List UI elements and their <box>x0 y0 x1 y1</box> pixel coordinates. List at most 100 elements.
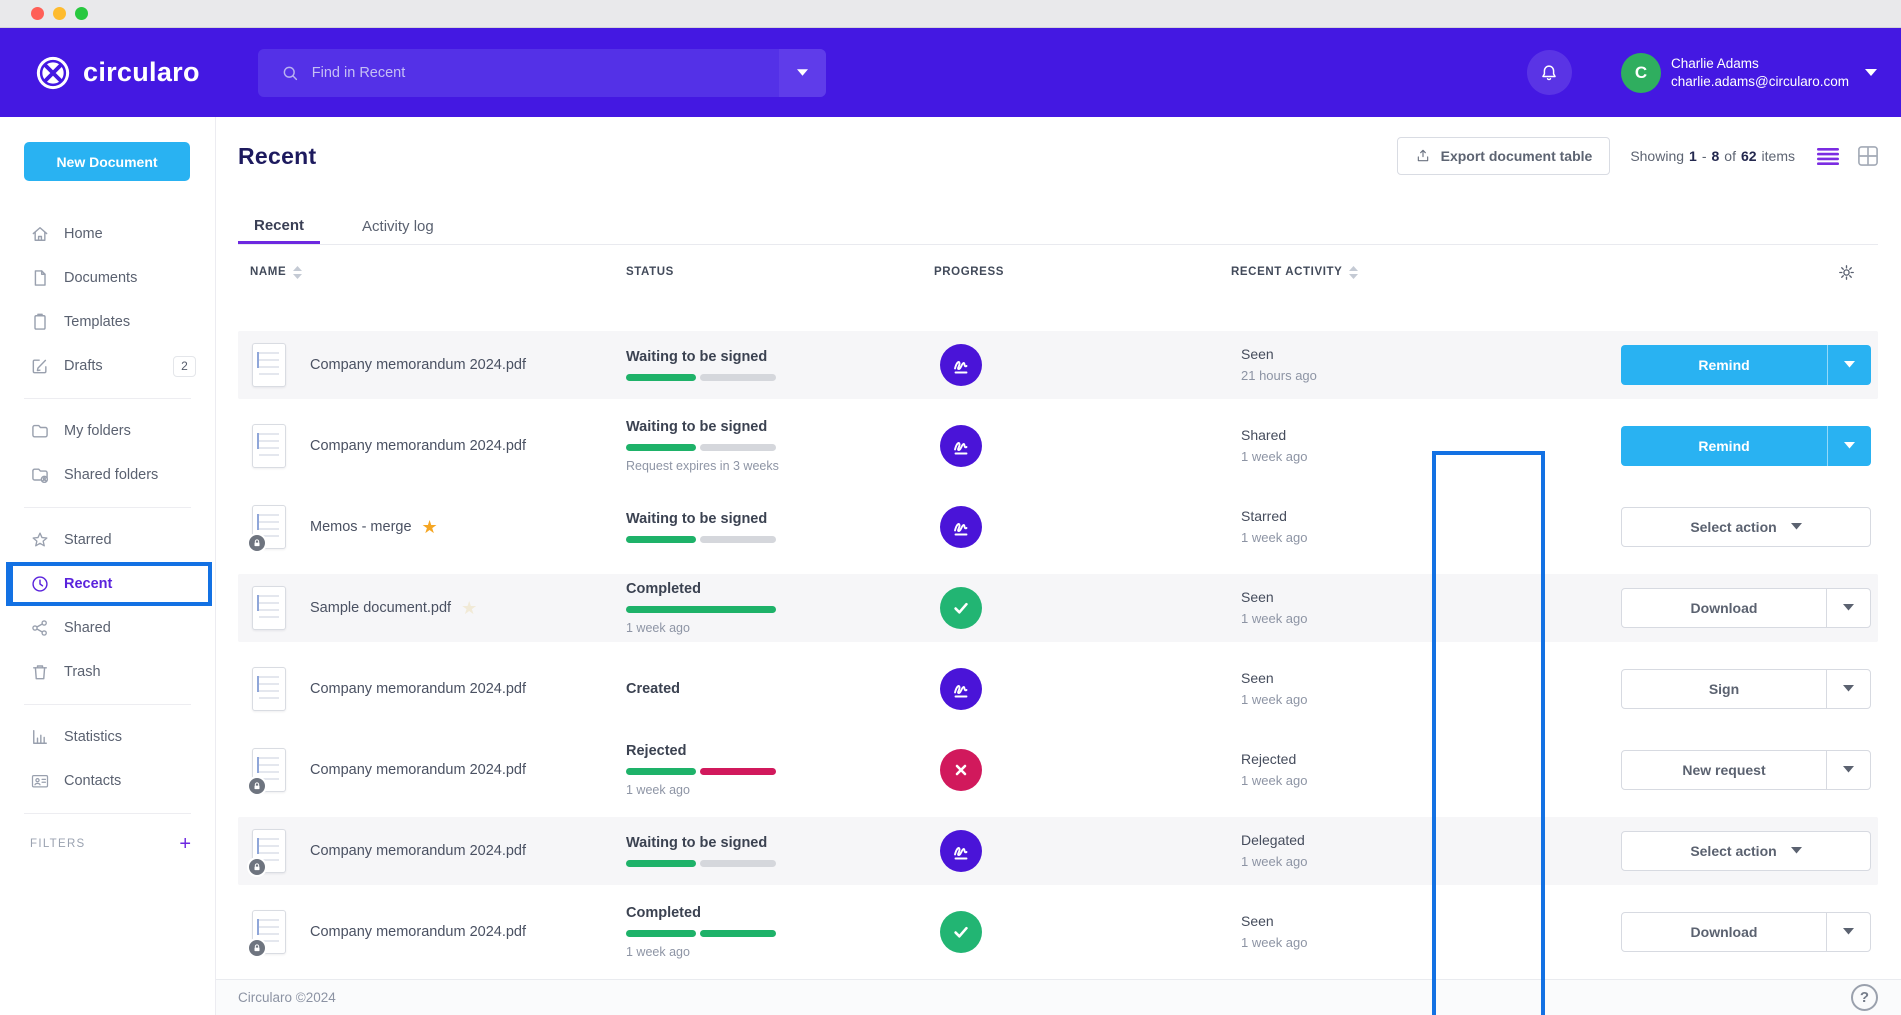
document-name-cell[interactable]: Memos - merge ★ <box>238 504 626 553</box>
sidebar-divider <box>24 398 191 399</box>
document-name[interactable]: Company memorandum 2024.pdf <box>310 437 527 454</box>
shared-folder-icon <box>30 465 50 485</box>
table-row[interactable]: Company memorandum 2024.pdf Created Seen… <box>238 654 1878 723</box>
table-settings-gear-icon[interactable] <box>1837 263 1856 282</box>
brand[interactable]: circularo <box>34 54 200 92</box>
table-row[interactable]: Sample document.pdf ★ Completed 1 week ago… <box>238 573 1878 642</box>
document-name-cell[interactable]: Sample document.pdf ★ <box>238 585 626 630</box>
recent-activity-cell: Seen 1 week ago <box>1231 913 1621 950</box>
star-icon[interactable]: ★ <box>461 597 478 618</box>
minimize-window-button[interactable] <box>53 7 66 20</box>
search-input[interactable] <box>311 64 779 81</box>
document-name-cell[interactable]: Company memorandum 2024.pdf <box>238 666 626 711</box>
document-name-cell[interactable]: Company memorandum 2024.pdf <box>238 828 626 877</box>
action-dropdown-caret[interactable] <box>1827 344 1871 385</box>
sidebar-item-my-folders[interactable]: My folders <box>0 409 215 453</box>
action-dropdown-caret[interactable] <box>1826 750 1870 789</box>
column-header-status[interactable]: STATUS <box>626 266 674 279</box>
sidebar-item-documents[interactable]: Documents <box>0 256 215 300</box>
tab-activity-log[interactable]: Activity log <box>362 218 434 236</box>
search-bar[interactable] <box>257 48 826 97</box>
table-row[interactable]: Company memorandum 2024.pdf Completed 1 w… <box>238 897 1878 966</box>
document-name-cell[interactable]: Company memorandum 2024.pdf <box>238 747 626 796</box>
document-name-cell[interactable]: Company memorandum 2024.pdf <box>238 423 626 468</box>
action-cell: Select action <box>1621 830 1880 871</box>
action-dropdown-caret[interactable] <box>1826 669 1870 708</box>
sidebar-item-home[interactable]: Home <box>0 212 215 256</box>
download-button[interactable]: Download <box>1621 587 1871 628</box>
zoom-window-button[interactable] <box>75 7 88 20</box>
select-action-button[interactable]: Select action <box>1621 830 1871 871</box>
sort-icon[interactable] <box>293 265 303 279</box>
progress-status-circle <box>940 505 982 548</box>
column-header-progress[interactable]: PROGRESS <box>934 266 1004 279</box>
table-header: NAME STATUS PROGRESS RECENT ACTIVITY <box>238 245 1878 300</box>
user-menu-caret-icon[interactable] <box>1865 68 1877 77</box>
status-progress-bar <box>626 767 776 775</box>
notifications-button[interactable] <box>1526 50 1572 95</box>
table-row[interactable]: Company memorandum 2024.pdf Waiting to b… <box>238 330 1878 399</box>
progress-cell <box>934 667 1231 710</box>
progress-status-circle <box>940 586 982 629</box>
table-row[interactable]: Company memorandum 2024.pdf Waiting to b… <box>238 411 1878 480</box>
document-name[interactable]: Sample document.pdf <box>310 599 452 616</box>
new-document-button[interactable]: New Document <box>24 142 190 181</box>
user-info[interactable]: Charlie Adams charlie.adams@circularo.co… <box>1671 55 1849 90</box>
contacts-icon <box>30 771 50 791</box>
sidebar-item-trash[interactable]: Trash <box>0 650 215 694</box>
sidebar-item-drafts[interactable]: Drafts 2 <box>0 344 215 388</box>
sidebar-item-label: Shared folders <box>64 467 159 483</box>
column-header-recent-activity[interactable]: RECENT ACTIVITY <box>1231 265 1621 279</box>
sidebar-item-label: Recent <box>64 576 113 592</box>
table-row[interactable]: Company memorandum 2024.pdf Waiting to b… <box>238 816 1880 885</box>
document-name[interactable]: Company memorandum 2024.pdf <box>310 842 527 859</box>
page-title: Recent <box>238 142 317 169</box>
progress-cell <box>934 910 1231 953</box>
export-document-table-button[interactable]: Export document table <box>1396 137 1611 175</box>
draft-icon <box>30 356 50 376</box>
table-row[interactable]: Company memorandum 2024.pdf Rejected 1 we… <box>238 735 1878 804</box>
check-icon <box>948 595 974 621</box>
sidebar-item-templates[interactable]: Templates <box>0 300 215 344</box>
footer: Circularo ©2024 ? <box>216 978 1901 1015</box>
sidebar-item-shared[interactable]: Shared <box>0 606 215 650</box>
action-dropdown-caret[interactable] <box>1790 523 1802 530</box>
close-window-button[interactable] <box>31 7 44 20</box>
star-icon[interactable]: ★ <box>421 516 438 537</box>
user-avatar[interactable]: C <box>1620 52 1661 93</box>
chevron-down-icon <box>1843 928 1854 935</box>
sidebar-item-shared-folders[interactable]: Shared folders <box>0 453 215 497</box>
sidebar-item-contacts[interactable]: Contacts <box>0 759 215 803</box>
column-header-name[interactable]: NAME <box>238 265 626 279</box>
document-name-cell[interactable]: Company memorandum 2024.pdf <box>238 342 626 387</box>
select-action-button[interactable]: Select action <box>1621 506 1871 547</box>
help-button[interactable]: ? <box>1851 983 1878 1011</box>
document-name[interactable]: Company memorandum 2024.pdf <box>310 761 527 778</box>
table-row[interactable]: Memos - merge ★ Waiting to be signed Star… <box>238 492 1878 561</box>
document-name[interactable]: Company memorandum 2024.pdf <box>310 356 527 373</box>
stats-icon <box>30 727 50 747</box>
document-name[interactable]: Company memorandum 2024.pdf <box>310 923 527 940</box>
remind-button[interactable]: Remind <box>1621 344 1871 385</box>
progress-cell <box>934 748 1231 791</box>
action-dropdown-caret[interactable] <box>1790 847 1802 854</box>
tab-recent[interactable]: Recent <box>238 209 321 245</box>
action-dropdown-caret[interactable] <box>1827 425 1871 466</box>
search-scope-dropdown[interactable] <box>778 48 826 97</box>
sort-icon[interactable] <box>1349 265 1359 279</box>
sign-button[interactable]: Sign <box>1621 668 1871 709</box>
remind-button[interactable]: Remind <box>1621 425 1871 466</box>
sidebar-item-recent[interactable]: Recent <box>6 562 212 606</box>
list-view-icon[interactable] <box>1817 147 1839 165</box>
document-name-cell[interactable]: Company memorandum 2024.pdf <box>238 909 626 958</box>
grid-view-icon[interactable] <box>1858 146 1878 166</box>
document-name[interactable]: Memos - merge <box>310 518 412 535</box>
new-request-button[interactable]: New request <box>1621 749 1871 790</box>
action-dropdown-caret[interactable] <box>1826 912 1870 951</box>
add-filter-button[interactable]: + <box>179 833 191 855</box>
download-button[interactable]: Download <box>1621 911 1871 952</box>
sidebar-item-starred[interactable]: Starred <box>0 518 215 562</box>
document-name[interactable]: Company memorandum 2024.pdf <box>310 680 527 697</box>
action-dropdown-caret[interactable] <box>1826 588 1870 627</box>
sidebar-item-statistics[interactable]: Statistics <box>0 715 215 759</box>
